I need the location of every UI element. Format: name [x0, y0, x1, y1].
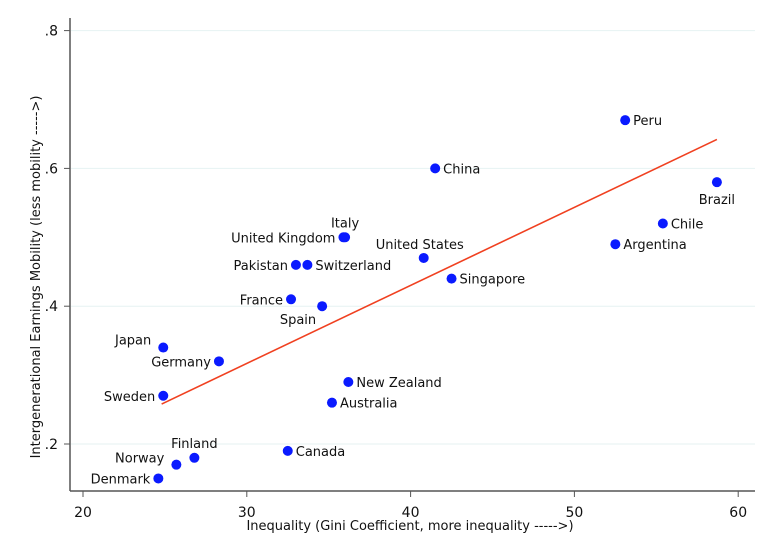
data-point: [153, 473, 164, 484]
y-tick-label: .8: [45, 24, 58, 40]
data-point: [446, 273, 457, 284]
data-point: [171, 459, 182, 470]
point-label: Italy: [331, 216, 360, 231]
data-point: [657, 218, 668, 229]
point-label: Norway: [115, 452, 165, 467]
point-label: China: [443, 162, 480, 177]
data-point: [430, 163, 441, 174]
x-tick-label: 50: [565, 505, 583, 521]
x-tick-label: 40: [402, 505, 420, 521]
data-point: [189, 452, 200, 463]
data-point: [290, 259, 301, 270]
data-point: [343, 376, 354, 387]
data-point: [317, 301, 328, 312]
x-tick-label: 30: [238, 505, 256, 521]
x-tick-label: 60: [729, 505, 747, 521]
y-tick-label: .2: [45, 437, 58, 453]
point-label: Pakistan: [234, 259, 288, 274]
point-label: Finland: [171, 437, 217, 452]
data-point: [340, 232, 351, 243]
point-label: Germany: [151, 355, 211, 370]
data-point: [302, 259, 313, 270]
point-label: France: [240, 293, 283, 308]
data-point: [326, 397, 337, 408]
point-label: Sweden: [104, 390, 155, 405]
data-point: [158, 342, 169, 353]
axis-ticks: .2 .4 .6 .8 20 30 40 50 60: [45, 24, 747, 521]
point-label: Argentina: [623, 238, 686, 253]
point-label: Singapore: [460, 273, 526, 288]
point-label: New Zealand: [356, 376, 441, 391]
point-label: United Kingdom: [231, 231, 335, 246]
data-point: [610, 239, 621, 250]
y-tick-label: .6: [45, 161, 58, 177]
data-point: [620, 115, 631, 126]
point-label: Chile: [671, 218, 704, 233]
point-label: Japan: [114, 334, 151, 349]
x-tick-label: 20: [74, 505, 92, 521]
data-point: [282, 445, 293, 456]
fit-line: [161, 138, 718, 405]
point-label: Canada: [296, 445, 345, 460]
gridlines: [71, 30, 755, 445]
data-point: [418, 252, 429, 263]
y-axis-title: Intergenerational Earnings Mobility (les…: [29, 96, 44, 459]
data-point: [711, 177, 722, 188]
fit-line-group: [161, 138, 718, 405]
point-label: Spain: [280, 313, 316, 328]
point-label: Switzerland: [315, 259, 391, 274]
point-label: Peru: [633, 114, 662, 129]
data-point: [286, 294, 297, 305]
data-point: [158, 390, 169, 401]
point-label: Brazil: [699, 193, 735, 208]
y-tick-label: .4: [45, 299, 58, 315]
point-label: Denmark: [91, 472, 151, 487]
point-label: United States: [376, 238, 464, 253]
point-label: Australia: [340, 397, 398, 412]
data-point: [213, 356, 224, 367]
x-axis-title: Inequality (Gini Coefficient, more inequ…: [246, 519, 573, 534]
